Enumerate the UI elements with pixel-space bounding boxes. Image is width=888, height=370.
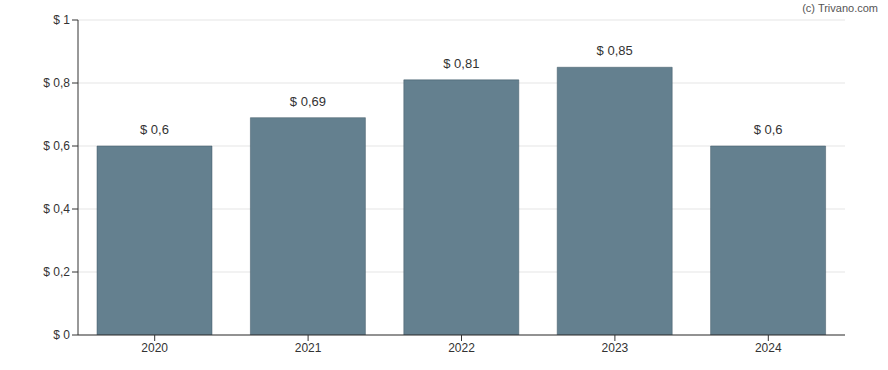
svg-text:$ 0,85: $ 0,85 [597,43,633,58]
svg-text:2022: 2022 [448,341,475,355]
svg-text:$ 0,6: $ 0,6 [43,139,70,153]
svg-text:$ 0,69: $ 0,69 [290,94,326,109]
svg-text:2020: 2020 [141,341,168,355]
svg-text:$ 0,81: $ 0,81 [443,56,479,71]
svg-text:$ 0,6: $ 0,6 [140,122,169,137]
svg-text:$ 0: $ 0 [53,328,70,342]
svg-text:2021: 2021 [295,341,322,355]
svg-text:$ 0,8: $ 0,8 [43,76,70,90]
svg-text:$ 0,6: $ 0,6 [754,122,783,137]
html-text:(c) Trivano.com: (c) Trivano.com [802,2,878,14]
svg-text:$ 1: $ 1 [53,13,70,27]
svg-text:$ 0,2: $ 0,2 [43,265,70,279]
svg-text:2024: 2024 [755,341,782,355]
svg-text:2023: 2023 [602,341,629,355]
svg-text:$ 0,4: $ 0,4 [43,202,70,216]
